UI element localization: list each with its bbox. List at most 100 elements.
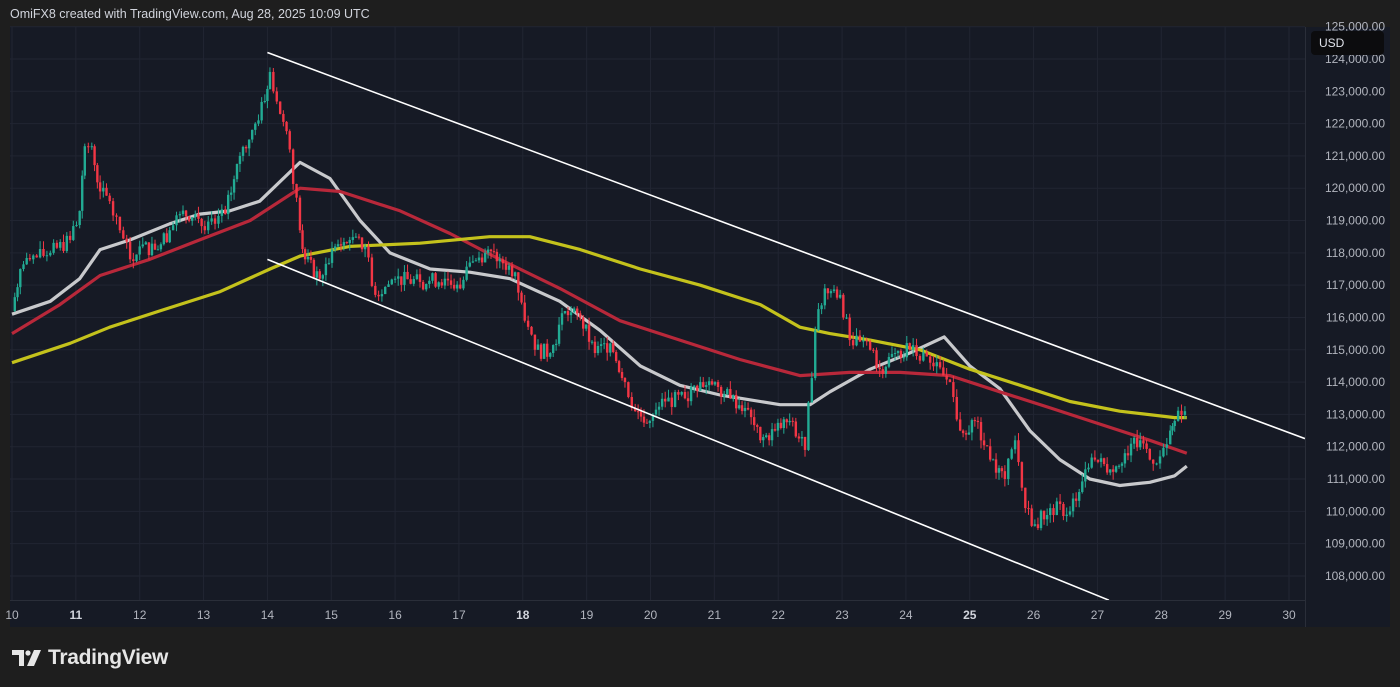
candle-body [397,276,400,279]
candle-body [367,246,370,258]
y-tick-label: 111,000.00 [1327,472,1386,486]
candle-body [620,371,624,378]
candle-body [440,282,443,286]
candle-body [810,378,814,403]
candle-body [315,271,319,278]
candle-body [132,259,135,262]
candle-body [272,71,275,92]
candle-body [187,216,191,221]
candle-body [692,385,696,387]
candle-body [220,209,224,216]
candle-body [539,344,543,359]
candle-body [1013,440,1017,450]
candle-body [425,283,428,290]
channel-lower-line[interactable] [267,258,1110,600]
x-tick-label: 22 [772,608,786,622]
candle-body [991,459,995,461]
candle-body [759,426,762,441]
candle-body [384,286,387,295]
candle-body [213,218,217,224]
candle-body [858,335,862,342]
candle-body [1055,501,1058,516]
candle-body [291,149,295,184]
candle-body [782,419,786,429]
candle-body [756,425,759,427]
candle-body [707,381,711,386]
candle-body [489,249,493,252]
candle-body [446,278,450,281]
candle-body [342,242,346,246]
candle-body [501,259,505,264]
candle-body [1042,510,1046,520]
time-axis[interactable]: 10 11 12 13 14 15 16 17 18 19 20 21 22 23 24 25 26 27 28 29… [5,608,1296,622]
candle-body [409,279,412,284]
candle-body [762,437,765,441]
candle-body [278,101,282,114]
channel-lines[interactable] [267,51,1305,601]
candle-body [752,417,756,426]
y-tick-label: 118,000.00 [1326,246,1385,260]
candle-body [1084,469,1087,482]
candle-body [845,317,848,319]
candle-body [737,405,741,409]
candle-body [729,388,732,399]
candle-body [504,263,508,270]
candle-body [896,350,900,354]
tradingview-logo[interactable]: TradingView [12,646,168,670]
candle-body [726,388,729,395]
candles [13,67,1187,531]
candle-body [312,259,316,278]
candle-body [42,248,45,256]
candle-body [875,350,878,368]
candle-body [318,271,321,279]
candle-body [1152,459,1155,464]
candle-body [702,382,705,387]
candle-body [181,210,185,215]
candle-body [838,294,842,298]
candle-body [510,265,514,277]
price-axis[interactable]: 108,000.00 109,000.00 110,000.00 111,000.00… [1325,20,1385,583]
candle-body [740,405,744,412]
candle-body [1024,487,1027,509]
candle-body [606,343,609,353]
candle-body [462,279,465,289]
candle-body [884,366,888,374]
candle-body [569,312,573,316]
x-tick-label: 21 [708,608,722,622]
candle-body [599,344,603,346]
candle-body [232,179,236,193]
y-tick-label: 114,000.00 [1326,375,1385,389]
candle-body [814,330,817,379]
candle-body [333,246,337,250]
y-tick-label: 116,000.00 [1326,310,1385,324]
x-tick-label: 23 [835,608,849,622]
candle-body [147,242,151,256]
candle-body [238,155,242,164]
candle-body [673,392,677,407]
currency-button[interactable]: USD [1311,31,1384,55]
candle-body [1171,426,1174,431]
candle-body [967,432,971,435]
x-tick-label: 25 [963,608,977,622]
candle-body [128,241,132,260]
candle-body [942,367,945,376]
candle-body [345,242,349,244]
candle-body [536,344,540,350]
candle-body [83,146,86,176]
candle-body [75,225,78,227]
candle-body [1062,503,1065,517]
candle-body [520,292,523,303]
channel-upper-line[interactable] [267,51,1305,440]
candle-body [566,311,570,316]
candle-body [1030,508,1033,526]
grid [10,26,1305,600]
candle-body [125,238,128,242]
candle-body [1183,411,1187,415]
candle-body [1049,508,1052,516]
candle-body [480,257,484,263]
candle-body [797,436,801,439]
candle-body [530,326,533,335]
candle-body [842,294,845,318]
candle-body [551,345,555,354]
